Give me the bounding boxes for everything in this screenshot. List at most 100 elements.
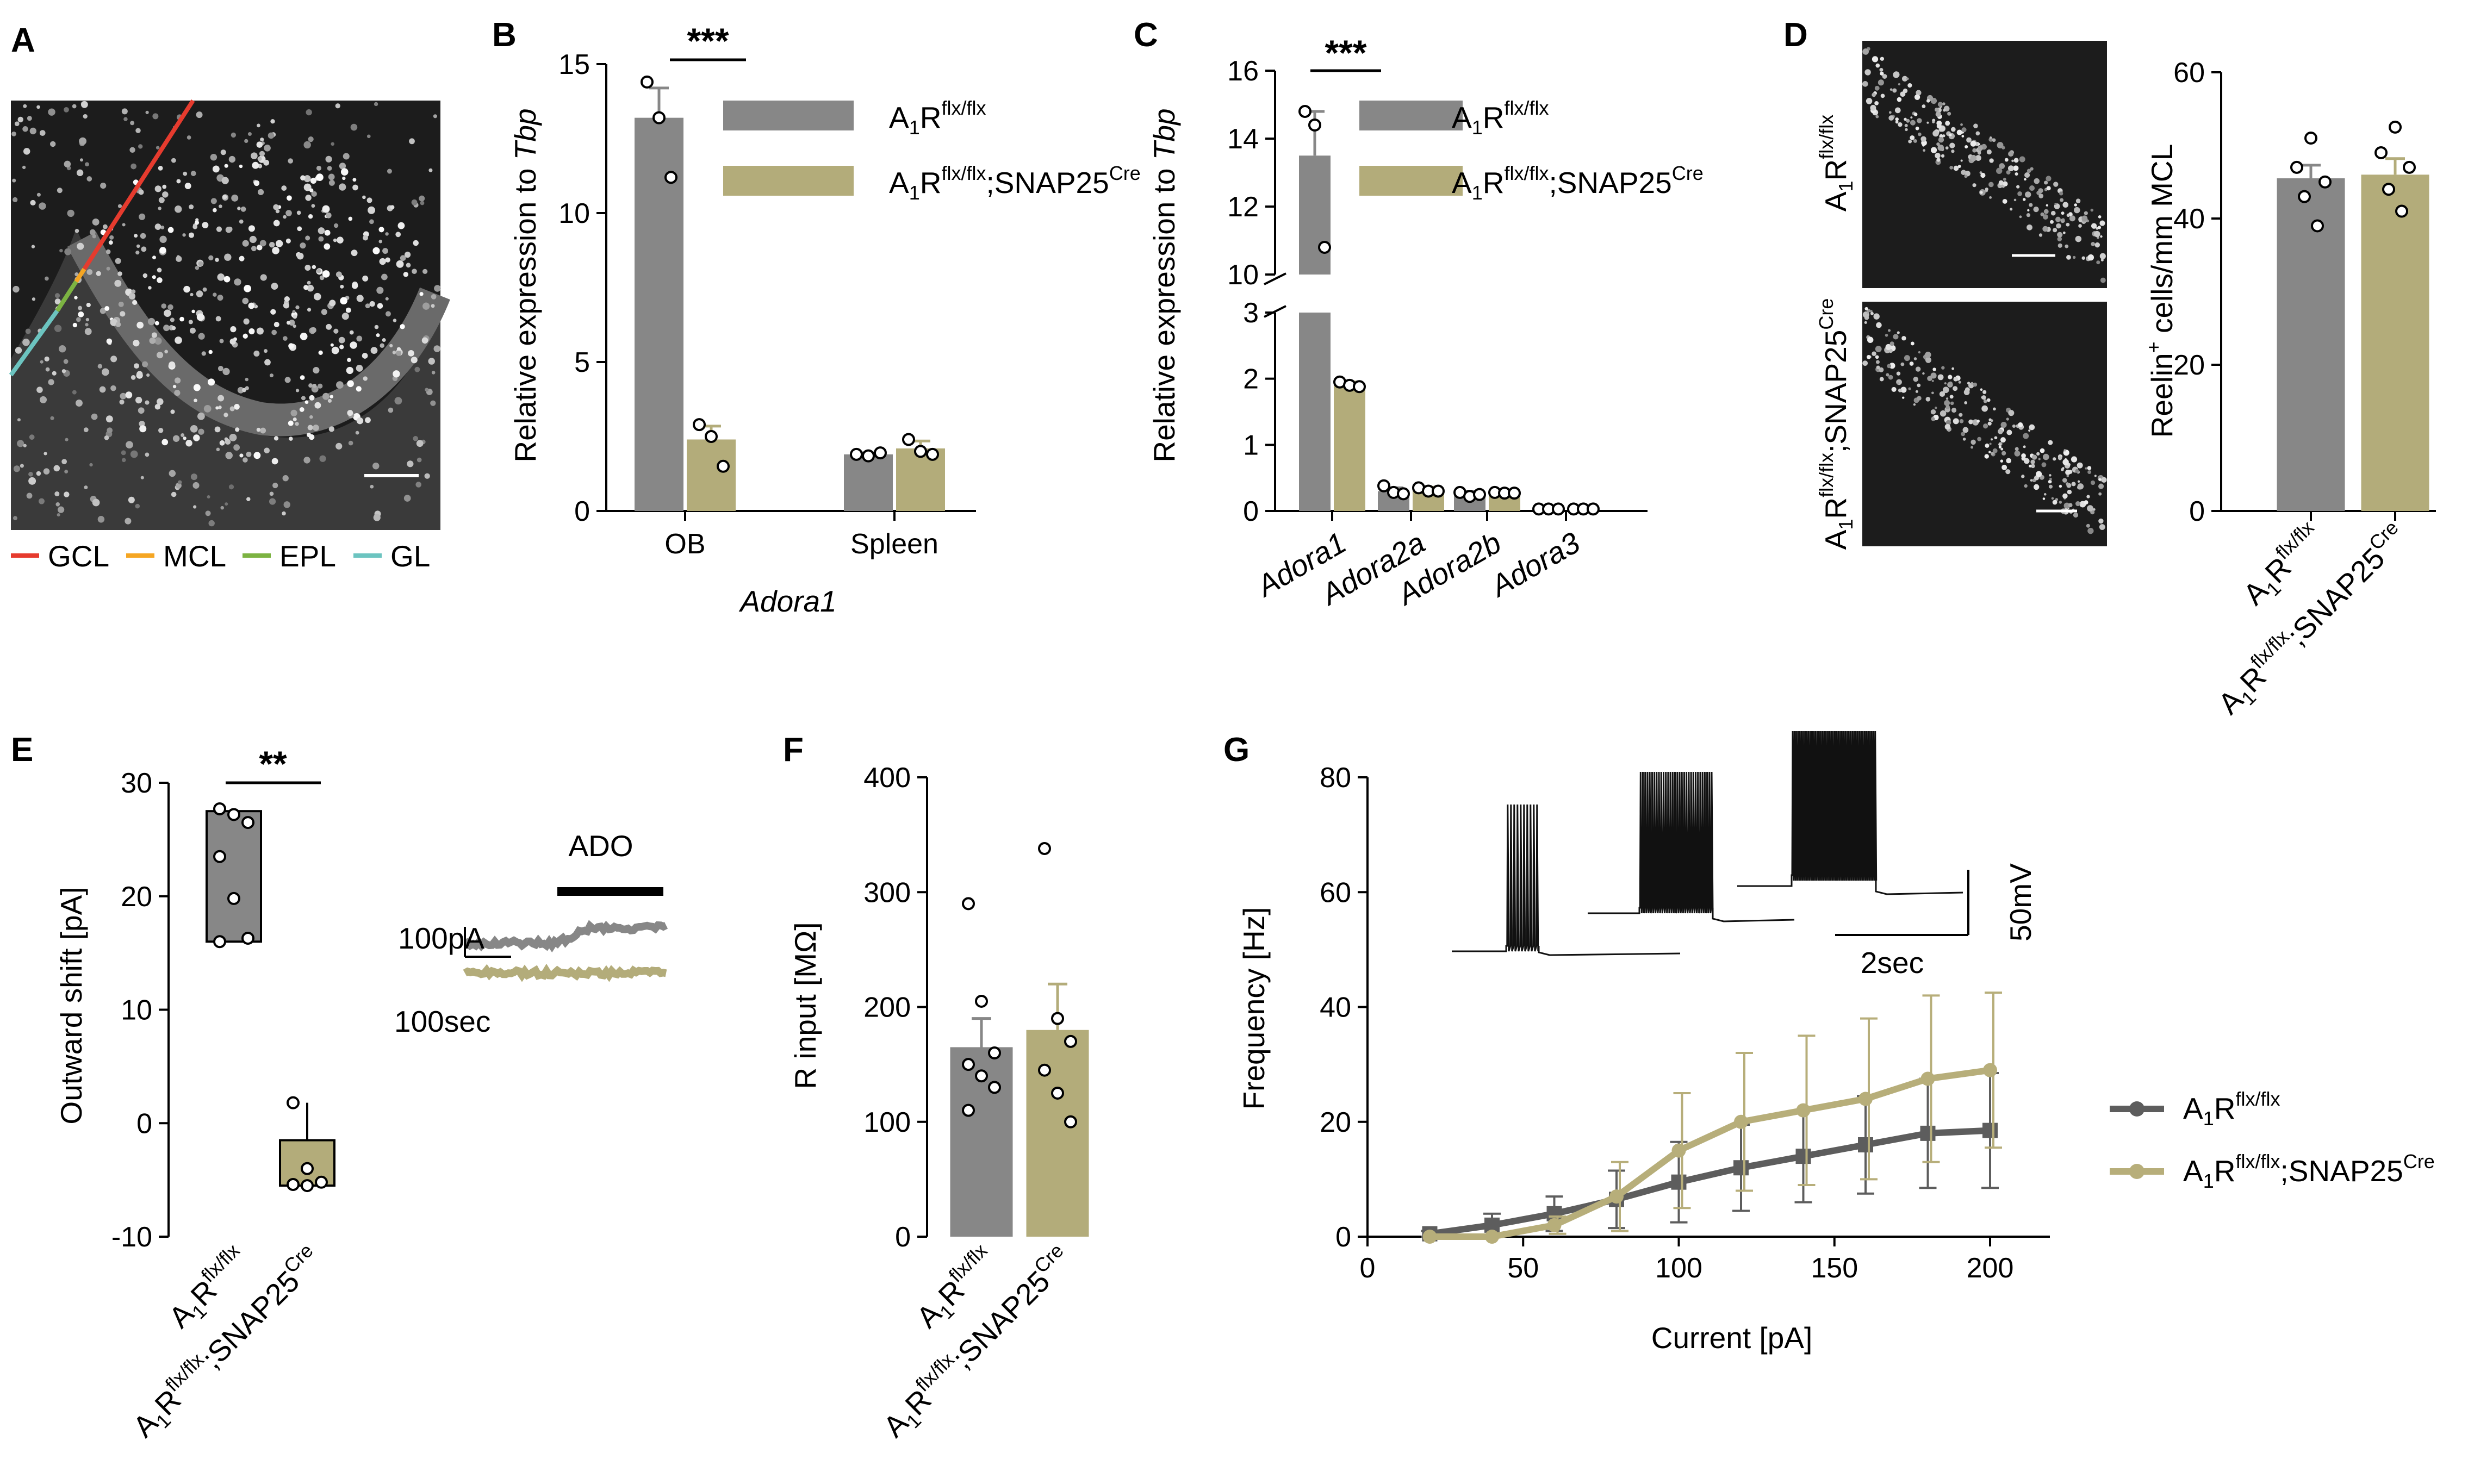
cell-speckle [39,498,45,504]
cell-speckle [247,132,252,136]
reelin-speckle [1988,137,1993,142]
cell-speckle [300,375,305,380]
reelin-speckle [2038,194,2043,198]
cell-speckle [13,285,20,293]
cell-speckle [287,195,292,201]
cell-speckle [393,370,400,378]
cell-speckle [188,232,195,238]
reelin-speckle [2096,260,2100,265]
reelin-speckle [2081,256,2085,260]
y-axis-d-tick-label: 40 [2173,203,2205,235]
cell-speckle [331,142,334,146]
g-r: R [1819,159,1853,181]
reelin-speckle [2091,223,2097,229]
cell-speckle [301,396,306,401]
y-axis-label-c: Relative expression to Tbp [1147,108,1181,462]
g-sup: flx/flx [1815,115,1837,159]
cell-speckle [171,491,177,497]
cell-speckle [145,452,150,457]
cell-speckle [72,104,77,109]
panel-label-g: G [1223,731,1250,769]
reelin-speckle [1994,436,1998,440]
point-e [241,816,254,830]
cell-speckle [217,273,225,281]
cell-speckle [422,269,428,275]
reelin-speckle [1879,67,1884,72]
panel-label-d: D [1783,16,1808,54]
reelin-speckle [1906,77,1909,80]
cell-speckle [191,309,195,314]
significance-e: ** [226,744,321,784]
cell-speckle [76,169,84,177]
cell-speckle [243,457,248,463]
cell-speckle [215,316,221,322]
chart-g: 0 20 40 60 80 0 50 100 150 200 [1320,762,2050,1284]
reelin-speckle [1908,139,1912,144]
scale-y-label-g: 50mV [2004,863,2037,941]
reelin-speckle [2006,170,2011,175]
g-sub: 1 [1835,519,1857,530]
reelin-speckle [1988,182,1994,188]
cell-speckle [216,226,222,232]
cell-speckle [295,305,300,310]
reelin-speckle [1920,136,1926,142]
reelin-speckle [2053,228,2057,233]
reelin-speckle [2086,523,2090,528]
reelin-speckle [2062,202,2069,208]
cell-speckle [264,359,271,366]
reelin-speckle [2027,224,2032,230]
reelin-speckle [1961,432,1965,437]
cell-speckle [89,229,96,235]
cell-speckle [284,296,290,302]
cell-speckle [392,351,396,354]
scale-x-label-e: 100sec [394,1005,490,1038]
reelin-speckle [1910,341,1914,346]
cell-speckle [329,300,336,307]
reelin-speckle [1931,379,1934,382]
g-r: R [2214,1092,2236,1125]
g-base: A [889,166,909,199]
trace-wt-e [463,920,668,953]
reelin-speckle [1949,395,1954,399]
cell-speckle [154,321,159,326]
reelin-speckle [1971,439,1976,445]
g-sub: 1 [2203,1170,2214,1192]
cell-speckle [273,436,279,441]
cell-speckle [40,360,43,364]
cell-speckle [130,121,135,126]
reelin-speckle [2063,502,2070,509]
reelin-speckle [2049,477,2052,481]
cell-speckle [260,427,266,434]
cell-speckle [324,243,331,250]
cell-speckle [414,366,420,372]
cell-speckle [288,343,294,349]
reelin-speckle [1939,391,1945,397]
cell-speckle [240,206,246,212]
cell-speckle [412,269,417,275]
cell-speckle [80,101,88,108]
cell-speckle [390,205,395,210]
reelin-speckle [2033,206,2039,213]
cell-speckle [355,431,359,435]
reelin-speckle [1870,311,1874,315]
point-b [862,449,875,463]
reelin-speckle [1864,321,1867,324]
cell-speckle [135,503,140,509]
g-r: R [920,101,942,134]
legend-label-c-wt: A1Rflx/flx [1452,97,1549,139]
g-base: A [1819,529,1853,550]
cell-speckle [224,253,232,261]
reelin-speckle [2098,483,2104,489]
cell-speckle [152,255,156,260]
legend-label-gcl: GCL [48,539,109,573]
reelin-speckle [1963,389,1970,395]
reelin-speckle [2012,424,2016,428]
cell-speckle [130,375,136,380]
point-c [1473,488,1486,501]
cell-speckle [160,226,165,229]
panel-label-f: F [783,731,804,769]
reelin-speckle [1876,365,1880,369]
cell-speckle [272,482,278,489]
reelin-speckle [1972,148,1977,153]
reelin-speckle [1945,146,1949,150]
